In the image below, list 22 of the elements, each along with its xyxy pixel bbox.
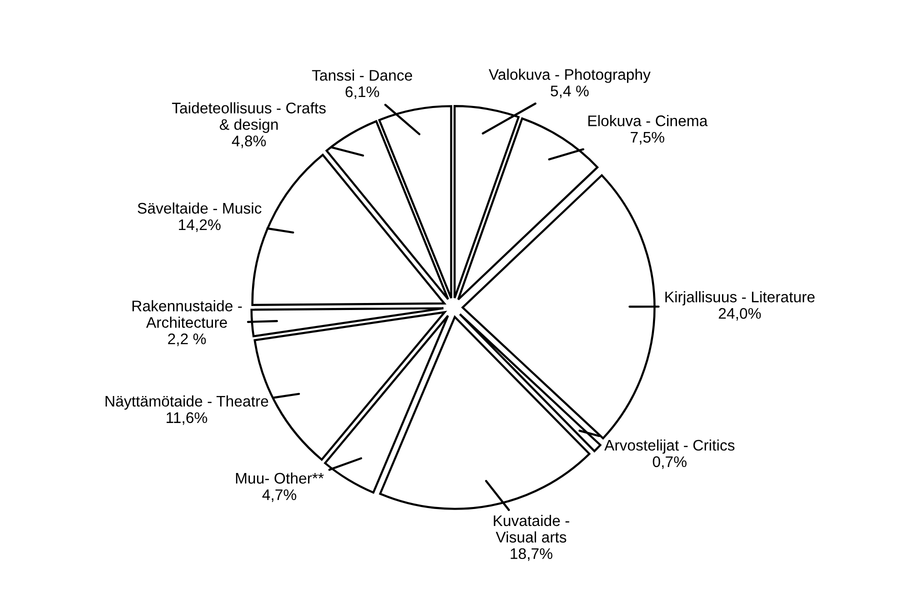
data-label: 11,6%	[166, 412, 208, 425]
data-label: 2,2 %	[168, 333, 206, 346]
slice-label: Kuvataide - Visual arts	[494, 514, 570, 543]
slice-label: Säveltaide - Music	[138, 202, 262, 214]
data-label: 4,7%	[262, 489, 296, 502]
slice-label: Taideteollisuus - Crafts & design	[172, 102, 326, 133]
data-label: 5,4 %	[550, 86, 589, 98]
slice-label: Rakennustaide - Architecture	[132, 300, 242, 328]
slice-label: Valokuva - Photography	[488, 68, 651, 83]
data-label: 24,0%	[718, 308, 761, 321]
data-label: 4,8%	[232, 136, 266, 148]
data-label: 18,7%	[510, 548, 552, 561]
data-label: 14,2%	[178, 219, 221, 232]
slice-label: Näyttämötaide - Theatre	[106, 395, 268, 410]
slice-label: Kirjallisuus - Literature	[665, 291, 815, 306]
slice-label: Muu- Other**	[236, 472, 324, 484]
slice-label: Tanssi - Dance	[312, 70, 412, 81]
data-label: 6,1%	[346, 86, 380, 100]
data-label: 0,7%	[652, 456, 687, 469]
slice-label: Arvostelijat - Critics	[604, 439, 734, 454]
data-label: 7,5%	[630, 132, 664, 144]
slice-label: Elokuva - Cinema	[588, 115, 708, 126]
